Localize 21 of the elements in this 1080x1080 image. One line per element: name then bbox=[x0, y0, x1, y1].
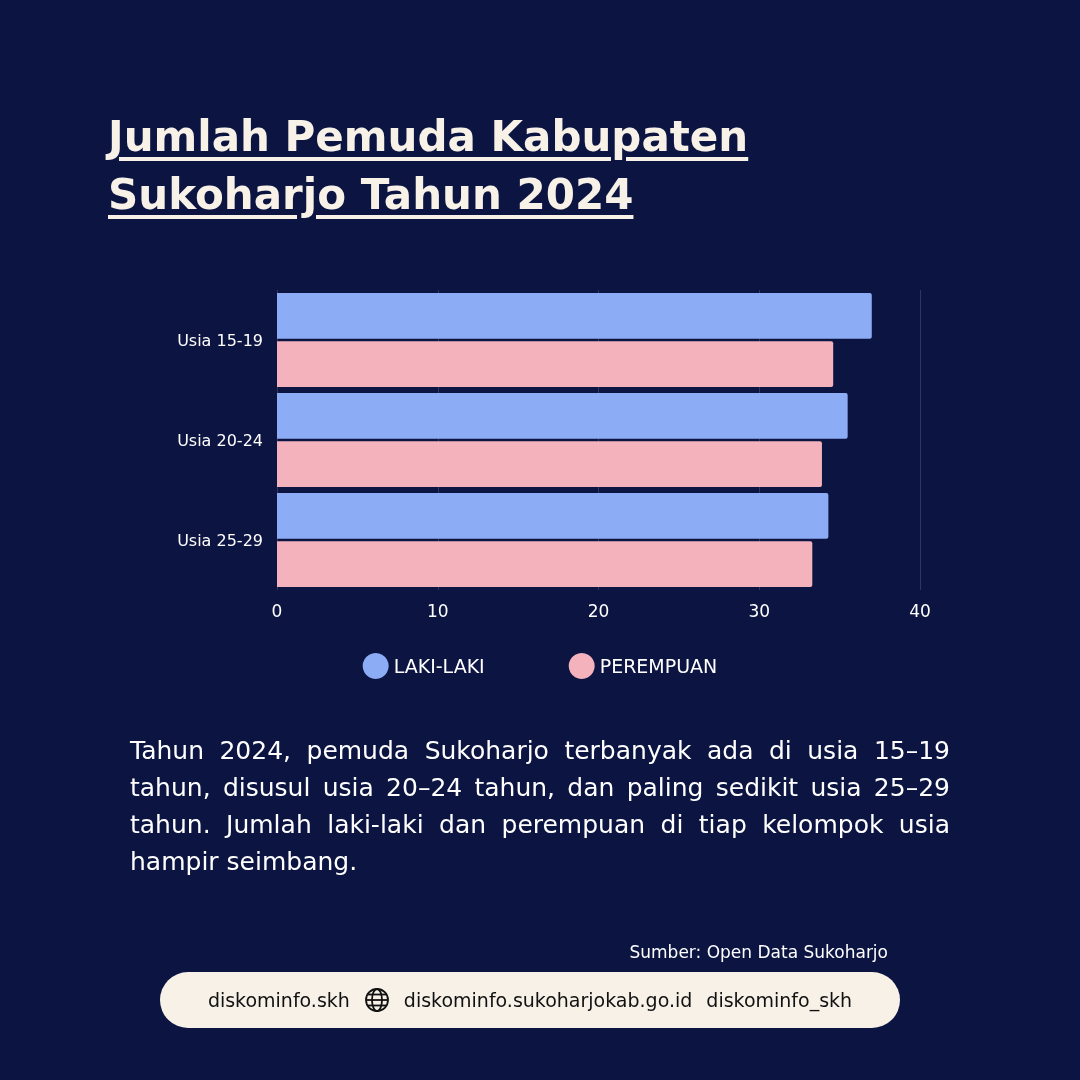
bar bbox=[277, 541, 813, 587]
legend-label: PEREMPUAN bbox=[599, 655, 718, 677]
x-tick-label: 20 bbox=[587, 600, 610, 621]
x-tick-label: 30 bbox=[748, 600, 771, 621]
text: diskominfo_skh bbox=[706, 989, 853, 1011]
x-tick-label: 0 bbox=[271, 600, 283, 621]
bar bbox=[277, 341, 834, 387]
text: Sumber: Open Data Sukoharjo bbox=[629, 942, 888, 962]
bar bbox=[277, 441, 822, 487]
text: diskominfo.sukoharjokab.go.id bbox=[403, 989, 693, 1011]
x-tick-label: 40 bbox=[909, 600, 931, 621]
bar bbox=[277, 393, 848, 439]
y-tick-label: Usia 15-19 bbox=[177, 330, 263, 350]
text: Tahun 2024, pemuda Sukoharjo terbanyak ada di usia 15–19 tahun, disusul usia 20–24 tahun, dan paling sedikit usia 25–29 tahun. Jumlah laki-laki dan perempuan di tiap kelompok usia hampir seimbang. bbox=[130, 735, 950, 878]
bar bbox=[277, 493, 829, 539]
text: diskominfo.skh bbox=[207, 989, 350, 1011]
bar bbox=[277, 293, 872, 339]
y-tick-label: Usia 25-29 bbox=[177, 530, 263, 550]
x-tick-label: 10 bbox=[426, 600, 449, 621]
y-tick-label: Usia 20-24 bbox=[177, 430, 263, 450]
legend-label: LAKI-LAKI bbox=[393, 655, 485, 677]
